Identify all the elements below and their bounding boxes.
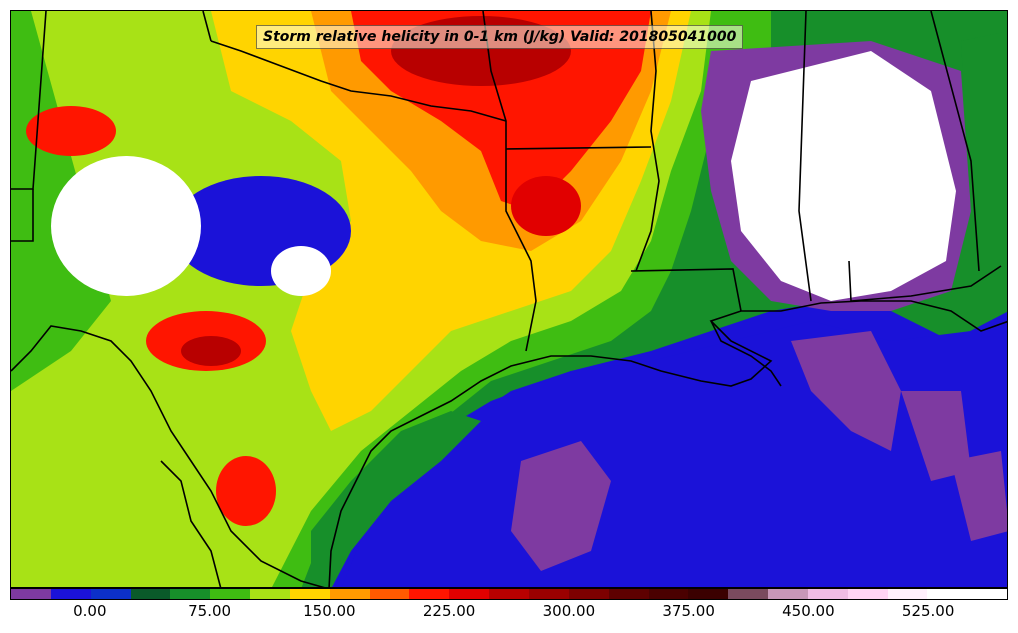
border-nm-tx-south — [11, 189, 34, 242]
colorbar-segment — [130, 589, 171, 599]
colorbar-tick-label: 450.00 — [782, 602, 835, 620]
colorbar-segment — [289, 589, 330, 599]
colorbar-segment — [210, 589, 251, 599]
colorbar-segment — [409, 589, 450, 599]
colorbar-segment — [329, 589, 370, 599]
map-panel: Storm relative helicity in 0-1 km (J/kg)… — [10, 10, 1008, 588]
border-al-ga — [930, 11, 980, 272]
border-ar-la — [505, 146, 652, 150]
colorbar-segment — [11, 589, 51, 599]
colorbar-tick-label: 525.00 — [901, 602, 955, 620]
border-red-river — [210, 40, 507, 122]
boundaries — [11, 11, 1007, 587]
colorbar-segment — [489, 589, 529, 599]
colorbar-segment — [50, 589, 91, 599]
border-mississippi — [630, 11, 742, 312]
colorbar-segment — [887, 589, 928, 599]
colorbar-segment — [807, 589, 848, 599]
colorbar-tick-label: 75.00 — [188, 602, 232, 620]
border-tx-panhandle-east — [202, 11, 212, 42]
colorbar-segment — [648, 589, 689, 599]
colorbar-segment — [608, 589, 649, 599]
border-tx-ar — [482, 11, 537, 352]
colorbar-segment — [688, 589, 729, 599]
colorbar-segment — [90, 589, 131, 599]
helicity-core-south-texas — [216, 456, 276, 526]
gulf-purple-patch-2 — [791, 331, 901, 451]
southeast-white-zone — [731, 51, 956, 301]
colorbar-segment — [369, 589, 410, 599]
low-helicity-west-white-2 — [271, 246, 331, 296]
colorbar-segment — [250, 589, 290, 599]
helicity-core-arklatex — [511, 176, 581, 236]
colorbar-segment — [847, 589, 888, 599]
border-mexico-states — [160, 460, 222, 587]
coastal-green-strip — [311, 411, 481, 587]
colorbar-segment — [768, 589, 808, 599]
gulf-purple-patch-4 — [901, 391, 971, 481]
gulf-coastline — [328, 300, 1007, 587]
border-fl — [848, 260, 1002, 302]
gulf-purple-patch-1 — [511, 441, 611, 571]
colorbar-segment — [728, 589, 769, 599]
colorbar-segment — [170, 589, 211, 599]
colorbar-segment — [967, 589, 1008, 599]
gulf-purple-patch-3 — [951, 451, 1007, 541]
colorbar-tick-label: 225.00 — [422, 602, 476, 620]
colorbar-ticks: 0.00 75.00 150.00 225.00 300.00 375.00 450.00 5… — [10, 602, 1008, 622]
border-ms-al — [798, 11, 812, 302]
la-delta — [710, 320, 782, 387]
helicity-core-west-texas-inner — [181, 336, 241, 366]
map-title: Storm relative helicity in 0-1 km (J/kg)… — [256, 25, 744, 49]
colorbar-tick-label: 375.00 — [662, 602, 715, 620]
colorbar-tick-label: 0.00 — [73, 602, 107, 620]
helicity-map — [11, 11, 1007, 587]
colorbar-segment — [927, 589, 968, 599]
colorbar-tick-label: 300.00 — [542, 602, 596, 620]
helicity-core-nw — [26, 106, 116, 156]
low-helicity-west-white — [51, 156, 201, 296]
colorbar-segment — [528, 589, 569, 599]
border-mexico — [11, 325, 325, 587]
colorbar — [10, 588, 1008, 600]
colorbar-segment — [568, 589, 609, 599]
colorbar-segment — [449, 589, 490, 599]
east-green-zone — [961, 31, 1007, 281]
colorbar-tick-label: 150.00 — [303, 602, 356, 620]
